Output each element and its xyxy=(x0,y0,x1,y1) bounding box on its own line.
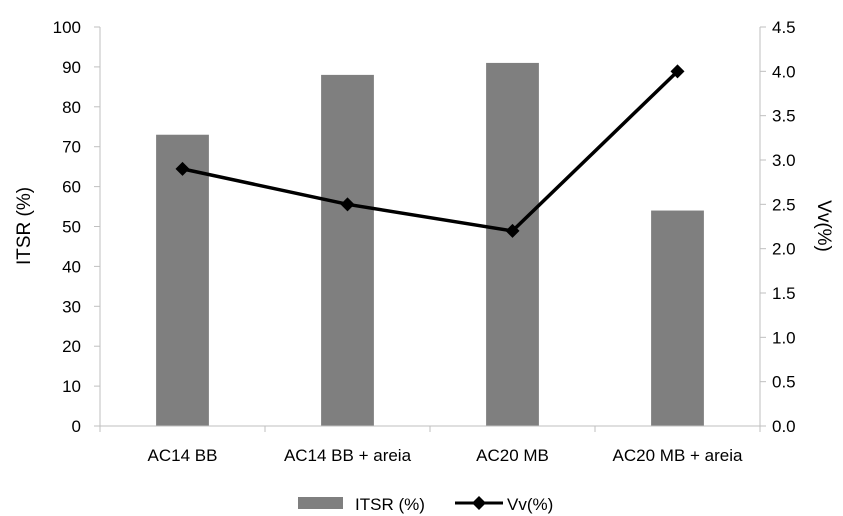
line-series xyxy=(175,64,685,238)
x-tick-label: AC14 BB xyxy=(148,446,218,465)
x-tick-label: AC20 MB + areia xyxy=(613,446,743,465)
bar-2 xyxy=(321,74,374,426)
left-tick-label: 50 xyxy=(62,218,81,237)
left-tick-label: 10 xyxy=(62,377,81,396)
legend-swatch-vv-marker xyxy=(472,496,486,510)
bar-4 xyxy=(651,210,704,426)
right-tick-label: 1.0 xyxy=(772,328,796,347)
right-tick-label: 2.5 xyxy=(772,195,796,214)
vv-point-2 xyxy=(340,197,355,212)
right-tick-label: 2.0 xyxy=(772,240,796,259)
vv-point-3 xyxy=(505,223,520,238)
left-tick-label: 40 xyxy=(62,257,81,276)
right-axis-ticks: 0.0 0.5 1.0 1.5 2.0 2.5 3.0 3.5 4.0 4.5 xyxy=(760,18,796,436)
x-axis-labels: AC14 BB AC14 BB + areia AC20 MB AC20 MB + a… xyxy=(99,426,761,465)
right-tick-label: 4.0 xyxy=(772,62,796,81)
legend: ITSR (%) Vv(%) xyxy=(298,495,553,514)
left-tick-label: 100 xyxy=(53,18,81,37)
left-tick-label: 30 xyxy=(62,297,81,316)
left-tick-label: 80 xyxy=(62,98,81,117)
left-tick-label: 60 xyxy=(62,178,81,197)
right-tick-label: 1.5 xyxy=(772,284,796,303)
right-tick-label: 3.0 xyxy=(772,151,796,170)
x-tick-label: AC14 BB + areia xyxy=(284,446,412,465)
left-axis-ticks: 0 10 20 30 40 50 60 70 80 90 100 xyxy=(53,18,100,436)
vv-point-1 xyxy=(175,161,190,176)
legend-label-vv: Vv(%) xyxy=(507,495,553,514)
left-tick-label: 90 xyxy=(62,58,81,77)
bar-series xyxy=(156,62,704,427)
x-tick-label: AC20 MB xyxy=(476,446,549,465)
bar-3 xyxy=(486,62,539,426)
right-tick-label: 4.5 xyxy=(772,18,796,37)
right-tick-label: 3.5 xyxy=(772,107,796,126)
left-axis-title: ITSR (%) xyxy=(14,187,35,265)
right-axis-title: Vv(%) xyxy=(813,200,834,252)
right-tick-label: 0.5 xyxy=(772,373,796,392)
vv-line xyxy=(182,70,679,233)
left-tick-label: 0 xyxy=(72,417,81,436)
vv-point-4 xyxy=(670,64,685,79)
right-tick-label: 0.0 xyxy=(772,417,796,436)
bar-1 xyxy=(156,134,209,427)
legend-swatch-itsr xyxy=(298,497,343,509)
left-tick-label: 20 xyxy=(62,337,81,356)
legend-label-itsr: ITSR (%) xyxy=(355,495,425,514)
left-tick-label: 70 xyxy=(62,138,81,157)
